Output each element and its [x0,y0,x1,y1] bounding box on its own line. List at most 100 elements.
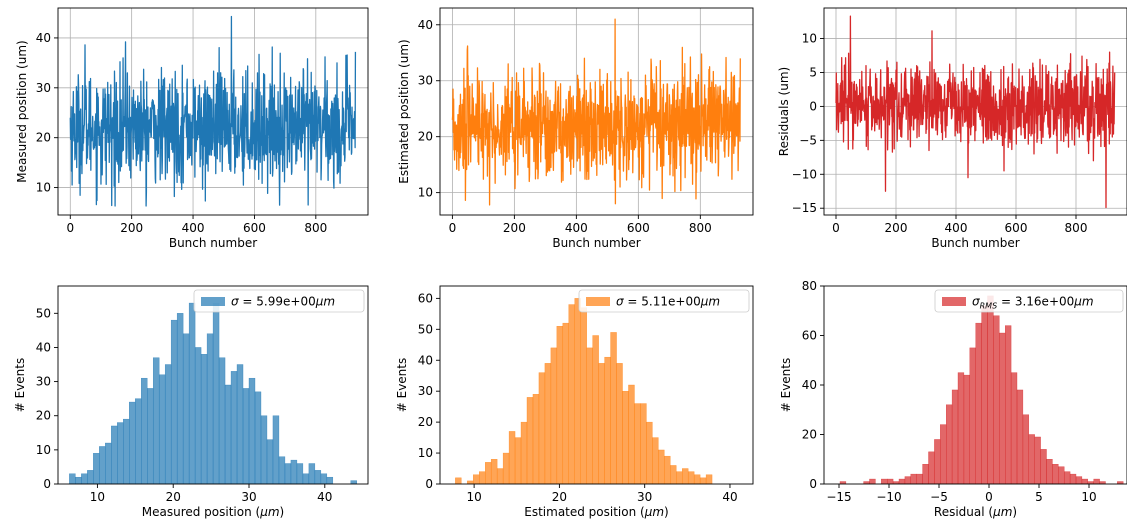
x-tick-label: 200 [503,221,526,235]
x-tick-label: 0 [66,221,74,235]
histogram-bar [254,391,262,484]
chart-panel-6: −15 −10 −5 0 5 10 0 20 40 60 80 Residual (μm) # Even… [779,279,1127,519]
x-axis-label: Residual (μm) [934,505,1017,519]
histogram-bar [634,403,641,484]
histogram-bar [320,473,328,484]
histogram-bar [664,455,671,484]
histogram-bar [105,442,112,484]
histogram-bar [314,470,322,484]
y-tick-label: 20 [418,415,433,429]
histogram-bar [75,476,82,484]
histogram-bar [212,302,220,484]
legend-label: σRMS = 3.16e+00μm [972,295,1094,311]
histogram-bar [87,470,94,484]
histogram-bar [699,477,707,484]
x-tick-label: −10 [876,490,901,504]
x-tick-label: 10 [90,490,105,504]
plot-area [835,15,1116,209]
histogram-bar [350,480,357,484]
histogram-bar [278,456,286,484]
y-tick-label: 40 [36,31,51,45]
histogram-bar [640,403,647,484]
y-tick-label: 10 [418,186,433,200]
histogram-bar [206,333,214,484]
histogram-bar [946,404,953,484]
y-tick-label: 40 [418,18,433,32]
histogram-bar [592,335,599,484]
histogram-bar [676,471,683,484]
histogram-bar [152,357,160,484]
histogram-bar [951,389,959,484]
histogram-bar [236,364,244,484]
histogram-bar [123,418,130,484]
histogram-bar [326,476,334,484]
plot-area [455,298,713,484]
histogram-bar [963,374,971,484]
x-tick-label: 600 [1005,221,1028,235]
series-line [451,18,741,206]
histogram-bar [81,473,88,484]
x-tick-label: 5 [1035,490,1043,504]
histogram-bar [1005,325,1012,484]
x-tick-label: 0 [985,490,993,504]
histogram-bar [940,424,947,484]
histogram-bar [99,446,106,484]
histogram-bar [1075,476,1083,484]
histogram-bar [502,452,510,484]
x-axis-label: Estimated position (μm) [524,505,668,519]
y-tick-label: 0 [425,477,433,491]
legend-label: σ = 5.11e+00μm [616,295,720,309]
y-tick-label: 20 [36,131,51,145]
histogram-bar [993,315,1000,484]
histogram-bar [266,439,274,484]
legend-swatch [942,297,966,306]
x-tick-label: 40 [317,490,332,504]
histogram-bar [987,295,994,484]
histogram-bar [904,476,912,484]
histogram-bar [129,401,136,484]
histogram-bar [981,305,988,484]
histogram-bar [969,347,976,484]
histogram-bar [622,390,629,484]
x-tick-label: 800 [689,221,712,235]
axes-frame [823,7,1127,216]
plot-area [839,295,1124,484]
x-tick-label: 800 [304,221,327,235]
histogram-bar [550,347,558,484]
axes-frame [439,7,754,216]
histogram-bar [490,459,498,484]
y-tick-label: −10 [792,167,817,181]
legend: σ = 5.11e+00μm [578,289,750,313]
histogram-bar [520,421,528,484]
histogram-bar [1063,471,1071,484]
y-tick-label: 30 [36,375,51,389]
histogram-bar [538,372,546,484]
y-tick-label: 0 [809,477,817,491]
x-tick-label: 40 [722,490,737,504]
histogram-bar [230,371,238,484]
histogram-bar [556,326,564,484]
histogram-bar [616,363,623,484]
histogram-bar [658,449,665,484]
y-tick-label: 10 [36,443,51,457]
chart-panel-5: 10 20 30 40 0 10 20 30 40 50 60 Estimated position … [395,285,754,519]
y-axis-label: # Events [779,358,793,413]
histogram-bar [646,421,653,484]
y-tick-label: 10 [36,181,51,195]
y-tick-label: 20 [36,409,51,423]
histogram-bar [248,377,256,484]
histogram-bar [467,480,474,484]
histogram-bar [508,431,516,484]
x-axis-label: Bunch number [552,236,640,250]
histogram-bar [1081,478,1089,484]
histogram-bar [922,464,929,484]
histogram-bar [176,313,184,484]
y-axis-label: Measured position (um) [15,40,29,182]
legend-label: σ = 5.99e+00μm [231,295,335,309]
histogram-bar [568,304,575,484]
x-tick-label: 30 [637,490,652,504]
x-tick-label: 600 [243,221,266,235]
histogram-bar [479,471,486,484]
histogram-bar [308,463,316,484]
histogram-bar [532,394,540,484]
